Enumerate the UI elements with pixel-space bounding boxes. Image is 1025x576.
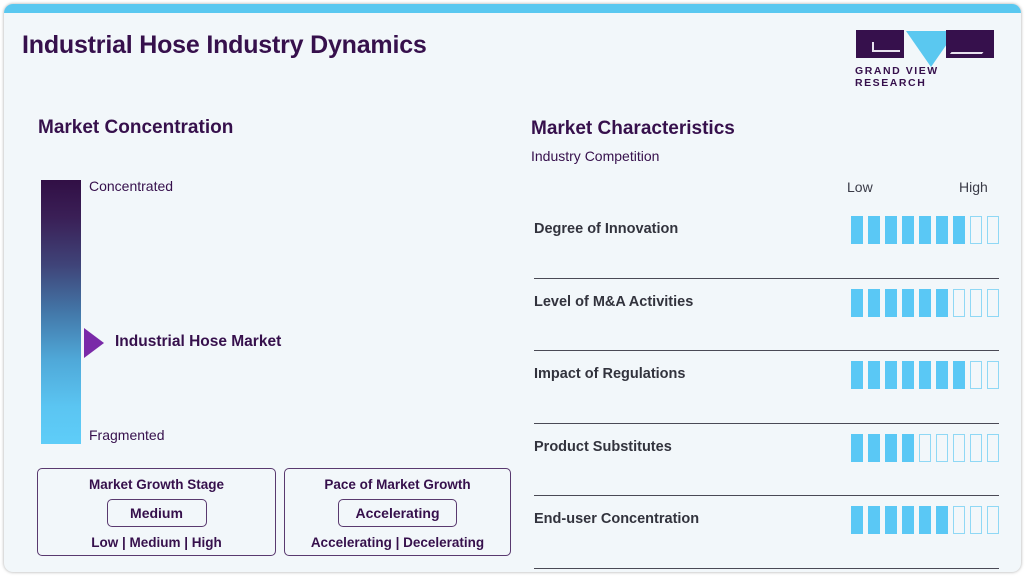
card-top-accent-bar	[4, 4, 1021, 13]
pace-of-market-growth-options: Accelerating | Decelerating	[310, 535, 485, 550]
rating-segment-filled	[919, 361, 931, 389]
rating-segment-empty	[953, 433, 965, 462]
scale-label-low: Low	[847, 179, 873, 195]
pace-of-market-growth-value[interactable]: Accelerating	[338, 499, 457, 527]
rating-segment-empty	[953, 506, 965, 534]
characteristic-row: End-user Concentration	[534, 496, 999, 569]
logo-marks	[849, 30, 1001, 67]
characteristic-row: Level of M&A Activities	[534, 279, 999, 351]
rating-segment-filled	[851, 288, 863, 317]
rating-segment-empty	[970, 216, 982, 244]
rating-segment-filled	[851, 361, 863, 389]
rating-segment-filled	[919, 216, 931, 244]
rating-segment-filled	[868, 506, 880, 534]
characteristic-rating-bars	[851, 216, 999, 244]
characteristic-row: Impact of Regulations	[534, 351, 999, 424]
logo-notch-left-icon	[872, 42, 900, 52]
rating-segment-filled	[936, 506, 948, 534]
rating-segment-empty	[987, 216, 999, 244]
characteristic-label: Product Substitutes	[534, 438, 672, 455]
rating-segment-filled	[936, 216, 948, 244]
rating-segment-filled	[885, 361, 897, 389]
characteristic-row: Degree of Innovation	[534, 206, 999, 279]
market-concentration-heading: Market Concentration	[38, 117, 234, 138]
row-separator	[534, 350, 999, 351]
rating-segment-filled	[885, 216, 897, 244]
logo-wordmark: GRAND VIEW RESEARCH	[855, 65, 939, 89]
market-growth-stage-card: Market Growth Stage Medium Low | Medium …	[37, 468, 276, 556]
page-title: Industrial Hose Industry Dynamics	[22, 31, 427, 59]
rating-segment-filled	[851, 433, 863, 462]
row-separator	[534, 277, 999, 279]
rating-segment-filled	[851, 506, 863, 534]
rating-segment-empty	[953, 288, 965, 317]
rating-segment-filled	[868, 433, 880, 462]
rating-segment-empty	[970, 433, 982, 462]
rating-segment-filled	[936, 361, 948, 389]
characteristic-label: Impact of Regulations	[534, 366, 686, 382]
rating-segment-empty	[936, 433, 948, 462]
characteristic-label: End-user Concentration	[534, 511, 700, 527]
rating-segment-empty	[987, 506, 999, 534]
scale-label-fragmented: Fragmented	[89, 427, 165, 443]
logo-rect-left-icon	[856, 30, 904, 58]
rating-segment-filled	[902, 216, 914, 244]
characteristic-rating-bars	[851, 433, 999, 462]
scale-label-high: High	[959, 179, 988, 195]
infographic-card: Industrial Hose Industry Dynamics GRAND …	[4, 4, 1021, 572]
pace-of-market-growth-card: Pace of Market Growth Accelerating Accel…	[284, 468, 511, 556]
rating-segment-empty	[919, 433, 931, 462]
rating-segment-filled	[902, 506, 914, 534]
rating-segment-filled	[885, 506, 897, 534]
rating-segment-filled	[885, 433, 897, 462]
rating-segment-filled	[885, 288, 897, 317]
characteristic-rating-bars	[851, 506, 999, 534]
rating-segment-empty	[987, 433, 999, 462]
characteristic-rating-bars	[851, 288, 999, 317]
market-characteristics-subheading: Industry Competition	[531, 148, 660, 164]
characteristic-rating-bars	[851, 361, 999, 389]
row-separator	[534, 567, 999, 569]
rating-segment-empty	[970, 288, 982, 317]
rating-segment-empty	[987, 361, 999, 389]
rating-segment-filled	[902, 433, 914, 462]
rating-segment-filled	[919, 506, 931, 534]
market-growth-stage-title: Market Growth Stage	[88, 477, 225, 492]
market-characteristics-heading: Market Characteristics	[531, 118, 735, 139]
rating-segment-empty	[970, 361, 982, 389]
rating-segment-empty	[970, 506, 982, 534]
rating-segment-filled	[851, 216, 863, 244]
row-separator	[534, 422, 999, 424]
rating-segment-filled	[868, 361, 880, 389]
characteristic-label: Level of M&A Activities	[534, 293, 694, 310]
characteristic-label: Degree of Innovation	[534, 221, 679, 237]
market-growth-stage-options: Low | Medium | High	[91, 535, 222, 550]
rating-segment-filled	[868, 288, 880, 317]
rating-segment-filled	[902, 361, 914, 389]
market-characteristics-list: Degree of Innovation Level of M&A Activit…	[534, 206, 999, 569]
rating-segment-filled	[953, 361, 965, 389]
characteristic-row: Product Substitutes	[534, 424, 999, 496]
market-growth-stage-value[interactable]: Medium	[106, 499, 207, 527]
pace-of-market-growth-title: Pace of Market Growth	[324, 477, 471, 492]
concentration-gradient-scale	[41, 180, 81, 444]
rating-segment-filled	[953, 216, 965, 244]
market-position-arrow-icon	[84, 328, 104, 358]
rating-segment-filled	[936, 288, 948, 317]
row-separator	[534, 495, 999, 496]
rating-segment-filled	[919, 288, 931, 317]
rating-segment-filled	[902, 288, 914, 317]
brand-logo: GRAND VIEW RESEARCH	[849, 30, 1001, 89]
scale-label-concentrated: Concentrated	[89, 178, 174, 194]
rating-segment-filled	[868, 216, 880, 244]
rating-segment-empty	[987, 288, 999, 317]
market-position-label: Industrial Hose Market	[115, 333, 282, 350]
logo-rect-right-icon	[946, 30, 994, 58]
